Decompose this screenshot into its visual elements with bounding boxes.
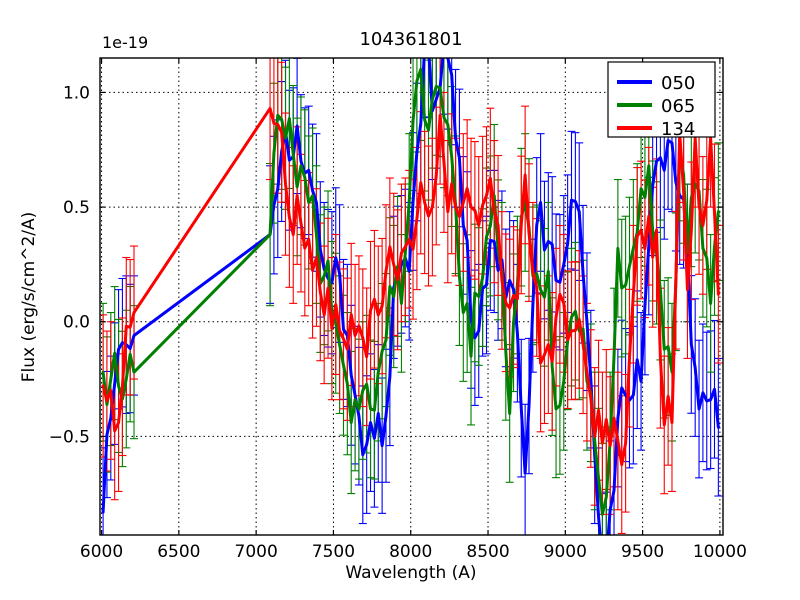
x-tick-label: 7000 (235, 542, 278, 562)
y-tick-label: 0.0 (63, 313, 90, 333)
axis-ticks (100, 58, 723, 535)
x-tick-label: 10000 (693, 542, 747, 562)
x-tick-label: 6500 (157, 542, 200, 562)
series-line-065 (101, 67, 720, 516)
y-axis-offset-text: 1e-19 (102, 33, 148, 52)
x-axis-label: Wavelength (A) (345, 563, 476, 583)
series-line-050 (101, 58, 720, 535)
x-tick-label: 9000 (544, 542, 587, 562)
series-line-134 (101, 106, 720, 467)
legend-label-065[interactable]: 065 (661, 96, 695, 117)
legend-label-134[interactable]: 134 (661, 119, 695, 140)
x-tick-label: 9500 (621, 542, 664, 562)
y-tick-label: 1.0 (63, 83, 90, 103)
y-tick-label: 0.5 (63, 198, 90, 218)
y-tick-label: −0.5 (49, 427, 90, 447)
legend-label-050[interactable]: 050 (661, 73, 695, 94)
legend-box (607, 61, 716, 138)
grid-lines (100, 58, 723, 535)
y-axis-label: Flux (erg/s/cm^2/A) (19, 212, 39, 383)
page-title: 104361801 (359, 29, 462, 50)
x-tick-label: 7500 (312, 542, 355, 562)
x-tick-label: 6000 (80, 542, 123, 562)
axis-tick-labels: 6000 6500 7000 7500 8000 8500 9000 9500 10000 −0.… (49, 83, 747, 562)
x-tick-label: 8500 (466, 542, 509, 562)
axes-frame (99, 57, 724, 536)
series-layer (101, 58, 720, 535)
x-tick-label: 8000 (389, 542, 432, 562)
